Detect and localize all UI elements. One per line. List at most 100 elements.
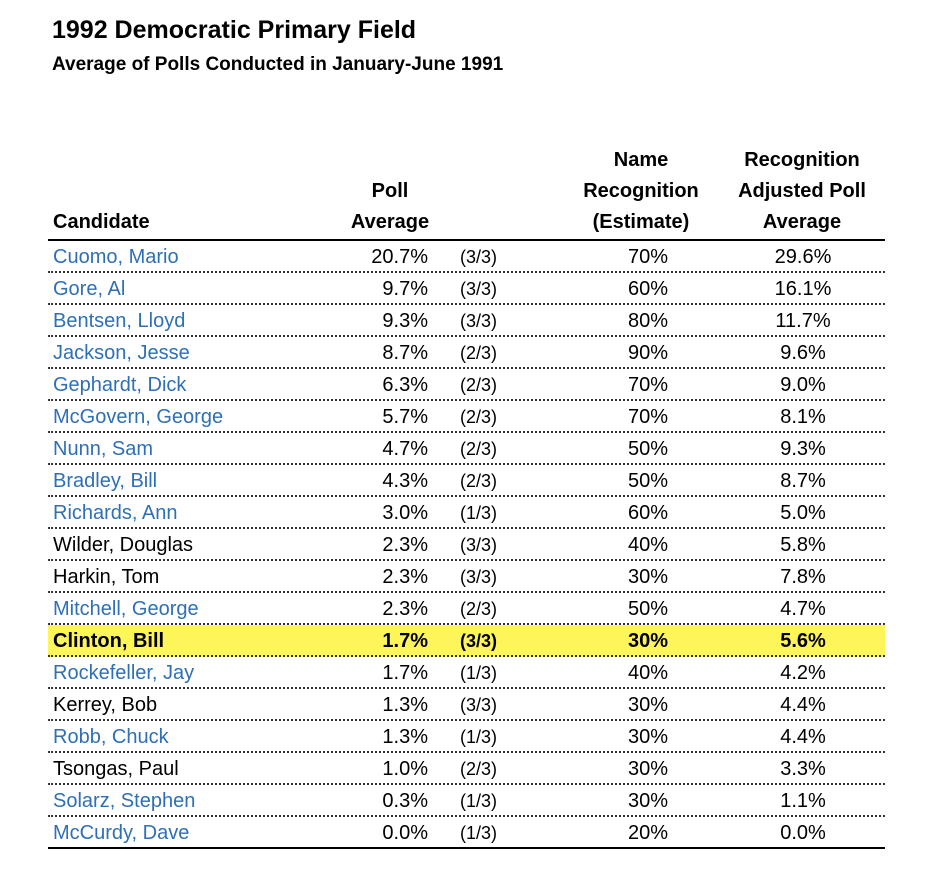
adjusted-average-cell: 29.6%	[774, 246, 832, 268]
table-row: Harkin, Tom 2.3% (3/3) 30% 7.8%	[48, 561, 885, 593]
table-row: Wilder, Douglas 2.3% (3/3) 40% 5.8%	[48, 529, 885, 561]
candidate-link[interactable]: McGovern, George	[53, 406, 224, 428]
name-recognition-cell: 60%	[627, 278, 669, 300]
poll-average-cell: 8.7%	[382, 342, 428, 364]
name-recognition-cell: 20%	[627, 822, 669, 844]
column-header-name-line: (Estimate)	[592, 211, 690, 233]
poll-average-cell: 2.3%	[382, 598, 428, 620]
column-header-name-line: Name	[613, 149, 669, 171]
page-subtitle: Average of Polls Conducted in January-Ju…	[52, 54, 504, 75]
poll-count-cell: (3/3)	[460, 247, 498, 267]
column-header-poll-line: Poll	[371, 180, 409, 202]
name-recognition-cell: 40%	[627, 662, 669, 684]
column-header-poll-line: Average	[350, 211, 430, 233]
adjusted-average-cell: 5.8%	[780, 534, 826, 556]
poll-count-cell: (2/3)	[460, 407, 498, 427]
table-row: Robb, Chuck 1.3% (1/3) 30% 4.4%	[48, 721, 885, 753]
candidate-link[interactable]: Gephardt, Dick	[53, 374, 187, 396]
table-row: Cuomo, Mario 20.7% (3/3) 70% 29.6%	[48, 241, 885, 273]
table-row: Rockefeller, Jay 1.7% (1/3) 40% 4.2%	[48, 657, 885, 689]
adjusted-average-cell: 8.7%	[780, 470, 826, 492]
table-row: Kerrey, Bob 1.3% (3/3) 30% 4.4%	[48, 689, 885, 721]
adjusted-average-cell: 8.1%	[780, 406, 826, 428]
name-recognition-cell: 30%	[627, 790, 669, 812]
column-header-candidate: Candidate	[53, 146, 253, 238]
page-title: 1992 Democratic Primary Field	[52, 16, 417, 44]
table-row: Mitchell, George 2.3% (2/3) 50% 4.7%	[48, 593, 885, 625]
poll-count-cell: (2/3)	[460, 471, 498, 491]
adjusted-average-cell: 4.7%	[780, 598, 826, 620]
adjusted-average-cell: 3.3%	[780, 758, 826, 780]
poll-count-cell: (2/3)	[460, 599, 498, 619]
name-recognition-cell: 30%	[627, 758, 669, 780]
adjusted-average-cell: 16.1%	[774, 278, 832, 300]
candidate-link[interactable]: Robb, Chuck	[53, 726, 169, 748]
poll-average-cell: 1.3%	[382, 694, 428, 716]
name-recognition-cell: 30%	[627, 630, 669, 652]
header-divider	[48, 239, 885, 241]
poll-count-cell: (1/3)	[460, 503, 498, 523]
table-row: Gore, Al 9.7% (3/3) 60% 16.1%	[48, 273, 885, 305]
poll-count-cell: (1/3)	[460, 727, 498, 747]
poll-average-cell: 4.7%	[382, 438, 428, 460]
name-recognition-cell: 80%	[627, 310, 669, 332]
adjusted-average-cell: 4.4%	[780, 726, 826, 748]
name-recognition-cell: 60%	[627, 502, 669, 524]
candidate-link[interactable]: Mitchell, George	[53, 598, 199, 620]
candidate-link[interactable]: McCurdy, Dave	[53, 822, 190, 844]
candidate-table-body: Cuomo, Mario 20.7% (3/3) 70% 29.6% Gore, Al 9.…	[48, 241, 885, 849]
candidate-link[interactable]: Cuomo, Mario	[53, 246, 179, 268]
poll-average-cell: 0.3%	[382, 790, 428, 812]
poll-average-cell: 9.7%	[382, 278, 428, 300]
poll-average-cell: 1.0%	[382, 758, 428, 780]
candidate-name: Harkin, Tom	[53, 566, 160, 588]
adjusted-average-cell: 5.6%	[780, 630, 826, 652]
adjusted-average-cell: 11.7%	[775, 310, 831, 332]
poll-average-cell: 3.0%	[382, 502, 428, 524]
poll-average-cell: 1.7%	[382, 630, 428, 652]
table-row: McGovern, George 5.7% (2/3) 70% 8.1%	[48, 401, 885, 433]
poll-count-cell: (3/3)	[460, 567, 498, 587]
candidate-link[interactable]: Nunn, Sam	[53, 438, 154, 460]
candidate-name: Wilder, Douglas	[53, 534, 194, 556]
candidate-link[interactable]: Rockefeller, Jay	[53, 662, 195, 684]
table-row: Solarz, Stephen 0.3% (1/3) 30% 1.1%	[48, 785, 885, 817]
column-header-adjusted-average: Recognition Adjusted Poll Average	[722, 146, 882, 238]
table-row-highlighted: Clinton, Bill 1.7% (3/3) 30% 5.6%	[48, 625, 885, 657]
poll-average-cell: 6.3%	[382, 374, 428, 396]
poll-count-cell: (2/3)	[460, 375, 498, 395]
poll-count-cell: (3/3)	[460, 695, 498, 715]
candidate-name: Kerrey, Bob	[53, 694, 158, 716]
table-row: Bentsen, Lloyd 9.3% (3/3) 80% 11.7%	[48, 305, 885, 337]
table-row: Jackson, Jesse 8.7% (2/3) 90% 9.6%	[48, 337, 885, 369]
adjusted-average-cell: 9.6%	[780, 342, 826, 364]
table-row: Nunn, Sam 4.7% (2/3) 50% 9.3%	[48, 433, 885, 465]
poll-count-cell: (2/3)	[460, 439, 498, 459]
name-recognition-cell: 50%	[627, 438, 669, 460]
candidate-link[interactable]: Jackson, Jesse	[53, 342, 190, 364]
candidate-link[interactable]: Gore, Al	[53, 278, 126, 300]
poll-average-cell: 2.3%	[382, 566, 428, 588]
poll-count-cell: (2/3)	[460, 759, 498, 779]
table-row: McCurdy, Dave 0.0% (1/3) 20% 0.0%	[48, 817, 885, 849]
adjusted-average-cell: 7.8%	[780, 566, 826, 588]
table-row: Gephardt, Dick 6.3% (2/3) 70% 9.0%	[48, 369, 885, 401]
poll-count-cell: (1/3)	[460, 791, 498, 811]
candidate-link[interactable]: Richards, Ann	[53, 502, 178, 524]
candidate-link[interactable]: Bradley, Bill	[53, 470, 158, 492]
name-recognition-cell: 70%	[627, 246, 669, 268]
column-header-name-recognition: Name Recognition (Estimate)	[568, 146, 714, 238]
candidate-name: Clinton, Bill	[53, 630, 165, 652]
poll-average-cell: 1.7%	[382, 662, 428, 684]
adjusted-average-cell: 9.3%	[780, 438, 826, 460]
candidate-link[interactable]: Bentsen, Lloyd	[53, 310, 186, 332]
poll-count-cell: (3/3)	[460, 279, 498, 299]
column-header-poll-average: Poll Average	[330, 146, 450, 238]
column-header-adjusted-line: Recognition	[744, 149, 860, 171]
name-recognition-cell: 40%	[627, 534, 669, 556]
poll-average-cell: 4.3%	[382, 470, 428, 492]
poll-count-cell: (3/3)	[460, 631, 498, 651]
adjusted-average-cell: 0.0%	[780, 822, 826, 844]
candidate-link[interactable]: Solarz, Stephen	[53, 790, 196, 812]
adjusted-average-cell: 5.0%	[780, 502, 826, 524]
